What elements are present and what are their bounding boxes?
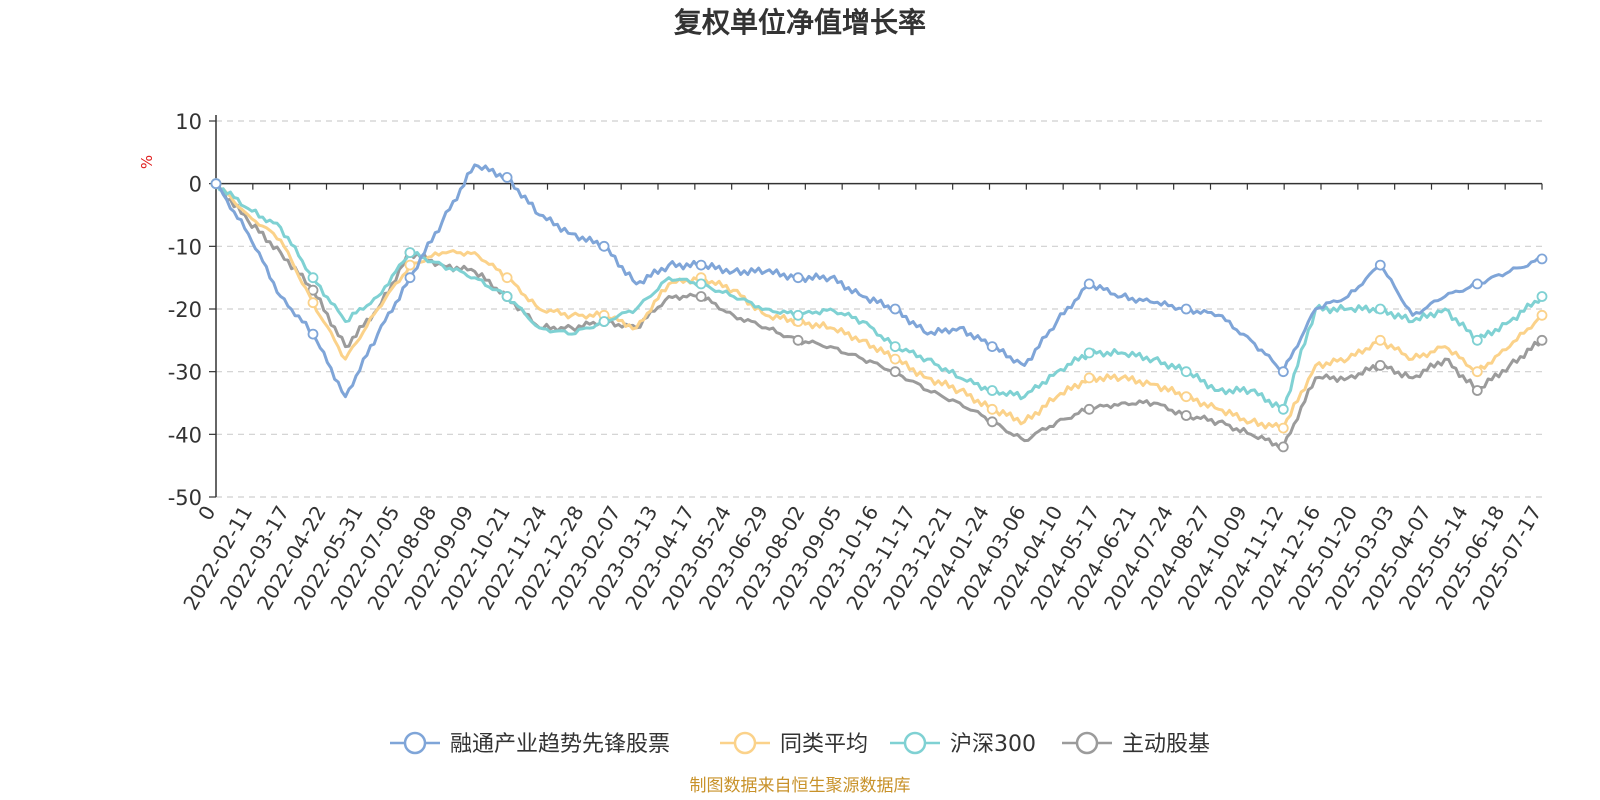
y-axis-ticks: 10 0 -10 -20 -30 -40 -50 [168, 110, 216, 510]
y-tick-label: 10 [175, 110, 202, 134]
series-line [214, 182, 1544, 451]
grid-lines [216, 120, 1542, 498]
series-point [1277, 422, 1289, 434]
series-point [1536, 309, 1548, 321]
series-lines [210, 163, 1548, 453]
legend[interactable]: 融通产业趋势先锋股票 同类平均 沪深300 主动股基 [390, 731, 1210, 757]
series-point [307, 297, 319, 309]
y-tick-label: -20 [168, 298, 202, 322]
series-point [307, 328, 319, 340]
series-point [1277, 403, 1289, 415]
series-point [1180, 410, 1192, 421]
legend-marker [1075, 731, 1099, 755]
series-point [792, 309, 804, 321]
y-tick-label: -30 [168, 361, 202, 385]
series-point [1536, 253, 1548, 265]
series-point [1471, 366, 1483, 378]
series-line [214, 163, 1543, 399]
series-point [889, 366, 901, 378]
series-point [792, 272, 804, 284]
legend-label: 沪深300 [950, 732, 1036, 757]
series-point [307, 272, 319, 284]
series-point [404, 247, 416, 259]
series-line [214, 182, 1544, 411]
legend-item[interactable]: 同类平均 [720, 731, 868, 757]
legend-item[interactable]: 融通产业趋势先锋股票 [390, 731, 670, 757]
series-point [501, 171, 513, 183]
chart-title: 复权单位净值增长率 [674, 6, 926, 39]
series-point [1083, 372, 1095, 384]
source-note: 制图数据来自恒生聚源数据库 [690, 776, 911, 796]
series-point [695, 291, 707, 302]
x-tick-label: 0 [193, 502, 220, 525]
y-tick-label: -50 [168, 486, 202, 510]
series-point [1083, 347, 1095, 359]
y-tick-label: -10 [168, 235, 202, 259]
series-point [598, 240, 610, 252]
series-point [404, 272, 416, 284]
series-line [214, 182, 1544, 430]
series-point [1374, 334, 1386, 346]
series-point [1083, 403, 1095, 415]
series-point [695, 278, 707, 290]
legend-label: 主动股基 [1122, 732, 1210, 757]
legend-item[interactable]: 主动股基 [1062, 731, 1210, 757]
y-tick-label: -40 [168, 423, 202, 447]
series-point [210, 178, 222, 190]
series-point [1374, 303, 1386, 315]
y-tick-label: 0 [189, 173, 202, 197]
series-point [986, 385, 998, 396]
series-point [695, 259, 707, 271]
series-point [889, 303, 901, 315]
series-point [986, 416, 998, 428]
legend-label: 同类平均 [780, 732, 868, 757]
series-point [1471, 385, 1483, 396]
series-point [501, 272, 513, 284]
series-point [986, 403, 998, 415]
legend-item[interactable]: 沪深300 [890, 731, 1036, 757]
series-point [1536, 334, 1548, 346]
legend-label: 融通产业趋势先锋股票 [450, 732, 670, 757]
series-point [501, 291, 513, 302]
series-point [1180, 391, 1192, 403]
legend-marker [903, 731, 927, 755]
series-point [1374, 359, 1386, 371]
series-point [1180, 366, 1192, 378]
series-point [1083, 278, 1095, 290]
series-point [792, 334, 804, 346]
series-point [1471, 334, 1483, 346]
series-point [986, 341, 998, 353]
series-point [404, 259, 416, 271]
series-point [1471, 278, 1483, 290]
series-point [1277, 366, 1289, 378]
series-point [889, 353, 901, 365]
series-point [1180, 303, 1192, 315]
series-point [1374, 259, 1386, 271]
series-point [598, 316, 610, 327]
series-point [1277, 441, 1289, 453]
legend-marker [403, 731, 427, 755]
x-axis-ticks: 02022-02-112022-03-172022-04-222022-05-3… [178, 183, 1546, 614]
y-axis-unit: % [138, 155, 156, 169]
series-point [889, 341, 901, 353]
series-point [1536, 291, 1548, 302]
legend-marker [733, 731, 757, 755]
